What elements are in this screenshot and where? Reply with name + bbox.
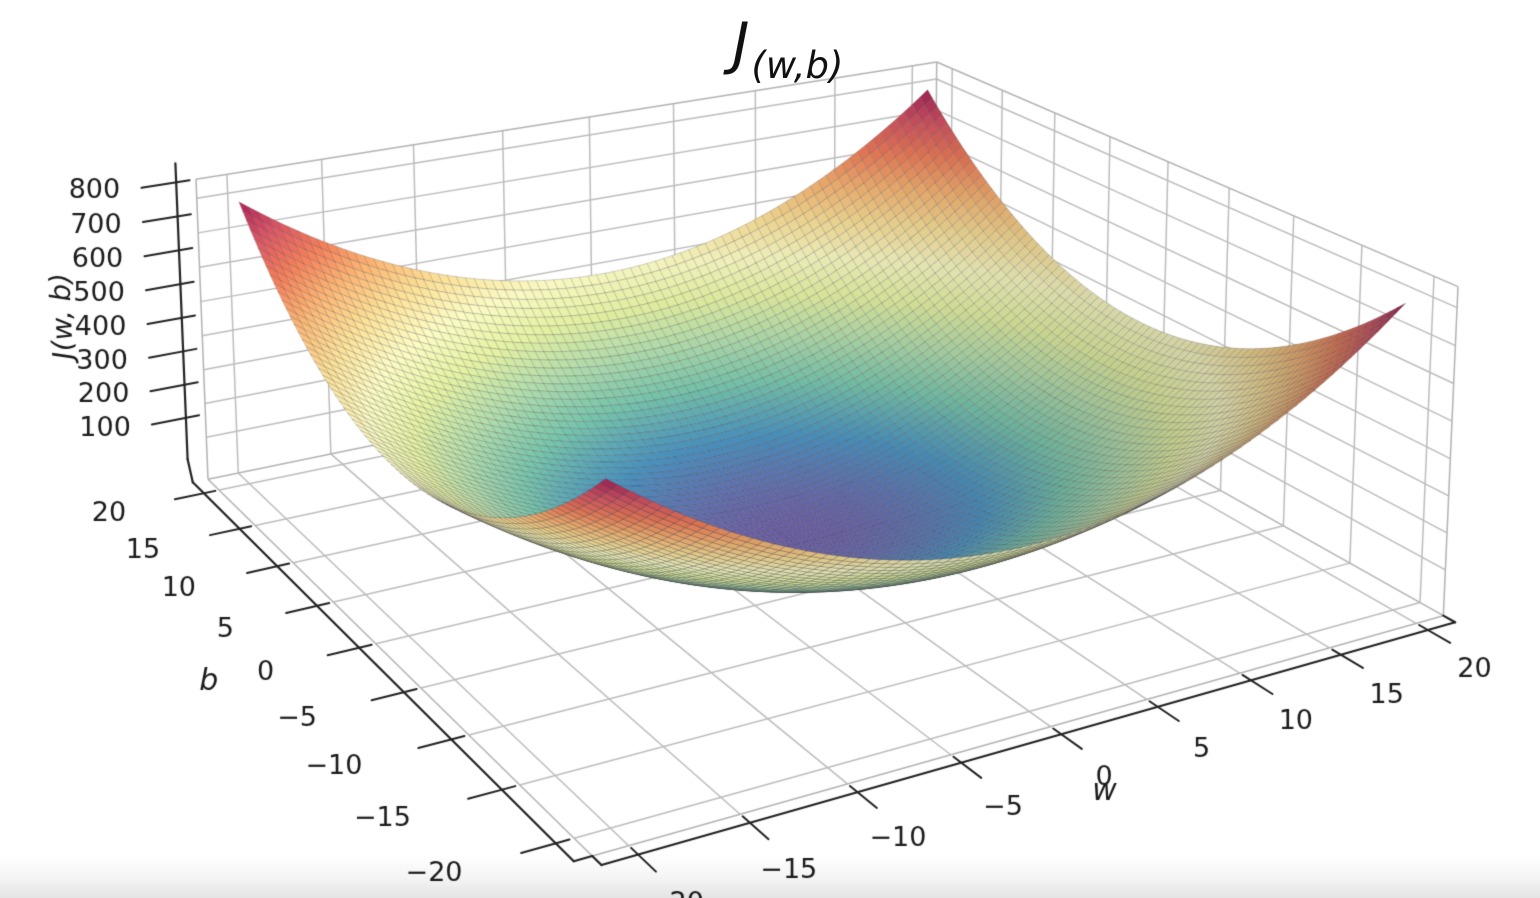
plot-title-subscript: (w,b) xyxy=(751,44,844,87)
plot-title: J(w,b) xyxy=(733,16,844,88)
plot-title-main: J xyxy=(732,11,750,77)
